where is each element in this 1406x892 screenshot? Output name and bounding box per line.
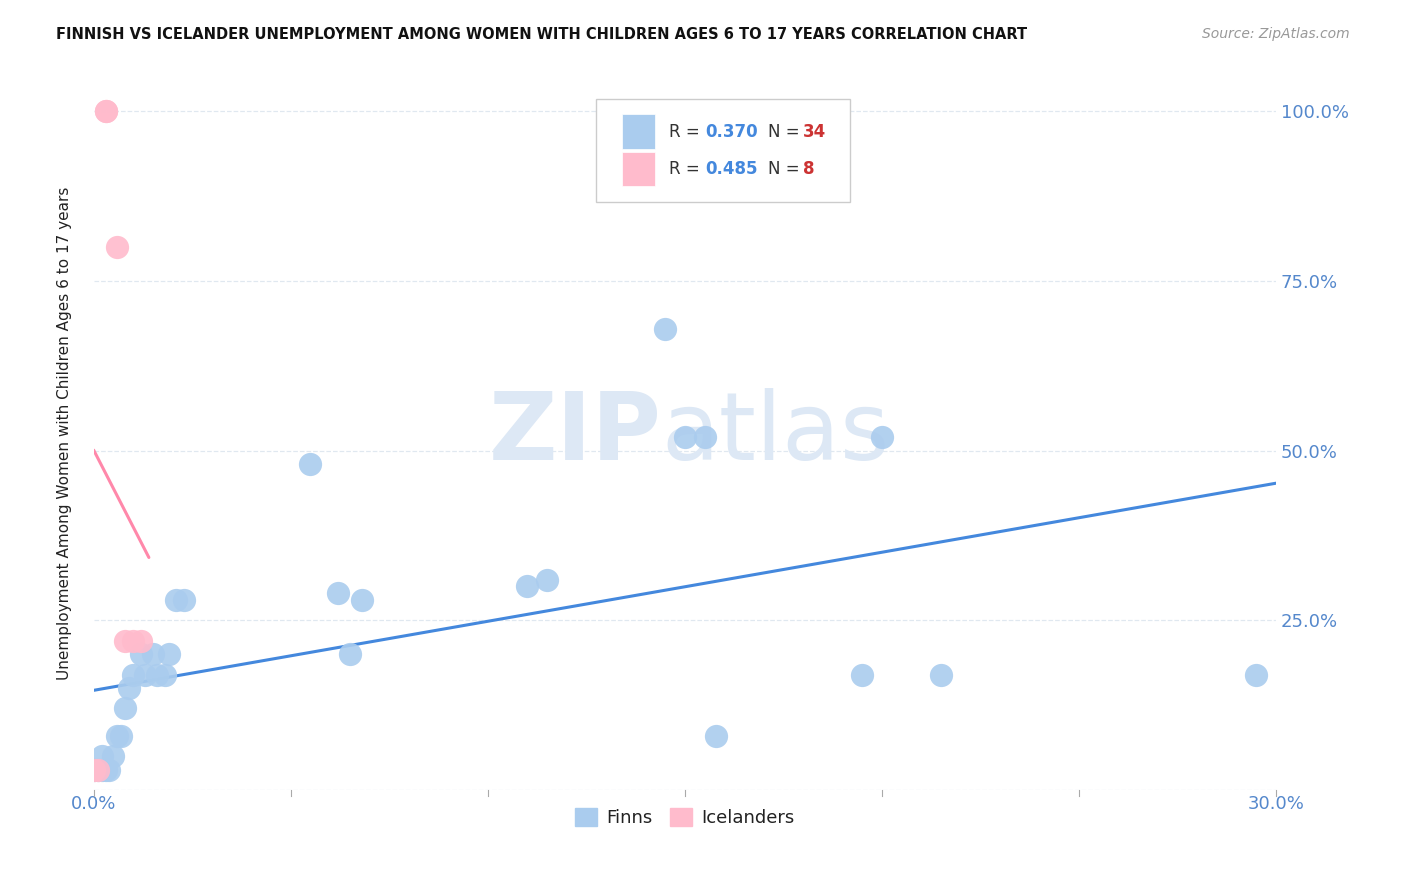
- Text: 0.370: 0.370: [704, 122, 758, 141]
- Point: [166, 593, 188, 607]
- Text: R =: R =: [669, 161, 706, 178]
- Point: [173, 593, 195, 607]
- Point: [94, 104, 117, 119]
- Point: [110, 729, 132, 743]
- Point: [105, 729, 128, 743]
- Point: [299, 457, 322, 471]
- Bar: [623, 153, 655, 186]
- Point: [350, 593, 373, 607]
- Point: [94, 763, 117, 777]
- Point: [929, 667, 952, 681]
- Point: [693, 430, 716, 444]
- Y-axis label: Unemployment Among Women with Children Ages 6 to 17 years: Unemployment Among Women with Children A…: [58, 187, 72, 681]
- Point: [1244, 667, 1267, 681]
- Bar: [623, 114, 655, 149]
- Point: [90, 749, 112, 764]
- Point: [114, 633, 136, 648]
- Point: [105, 240, 128, 254]
- Legend: Finns, Icelanders: Finns, Icelanders: [568, 800, 801, 834]
- Point: [129, 633, 152, 648]
- Text: N =: N =: [768, 161, 804, 178]
- Text: N =: N =: [768, 122, 804, 141]
- Point: [90, 763, 112, 777]
- Point: [122, 667, 145, 681]
- Point: [83, 763, 105, 777]
- Point: [129, 647, 152, 661]
- FancyBboxPatch shape: [596, 99, 851, 202]
- Point: [98, 763, 121, 777]
- Text: 0.485: 0.485: [704, 161, 758, 178]
- Point: [870, 430, 893, 444]
- Point: [134, 667, 156, 681]
- Point: [86, 763, 108, 777]
- Text: atlas: atlas: [661, 388, 890, 480]
- Point: [114, 701, 136, 715]
- Point: [326, 586, 349, 600]
- Point: [83, 763, 105, 777]
- Point: [706, 729, 728, 743]
- Point: [153, 667, 176, 681]
- Point: [157, 647, 180, 661]
- Text: 34: 34: [803, 122, 827, 141]
- Point: [145, 667, 167, 681]
- Point: [654, 321, 676, 335]
- Text: FINNISH VS ICELANDER UNEMPLOYMENT AMONG WOMEN WITH CHILDREN AGES 6 TO 17 YEARS C: FINNISH VS ICELANDER UNEMPLOYMENT AMONG …: [56, 27, 1028, 42]
- Point: [142, 647, 165, 661]
- Point: [118, 681, 141, 695]
- Text: Source: ZipAtlas.com: Source: ZipAtlas.com: [1202, 27, 1350, 41]
- Point: [851, 667, 873, 681]
- Point: [122, 633, 145, 648]
- Point: [516, 579, 538, 593]
- Point: [339, 647, 361, 661]
- Point: [673, 430, 696, 444]
- Text: ZIP: ZIP: [488, 388, 661, 480]
- Text: R =: R =: [669, 122, 706, 141]
- Point: [103, 749, 125, 764]
- Text: 8: 8: [803, 161, 814, 178]
- Point: [94, 104, 117, 119]
- Point: [86, 763, 108, 777]
- Point: [536, 573, 558, 587]
